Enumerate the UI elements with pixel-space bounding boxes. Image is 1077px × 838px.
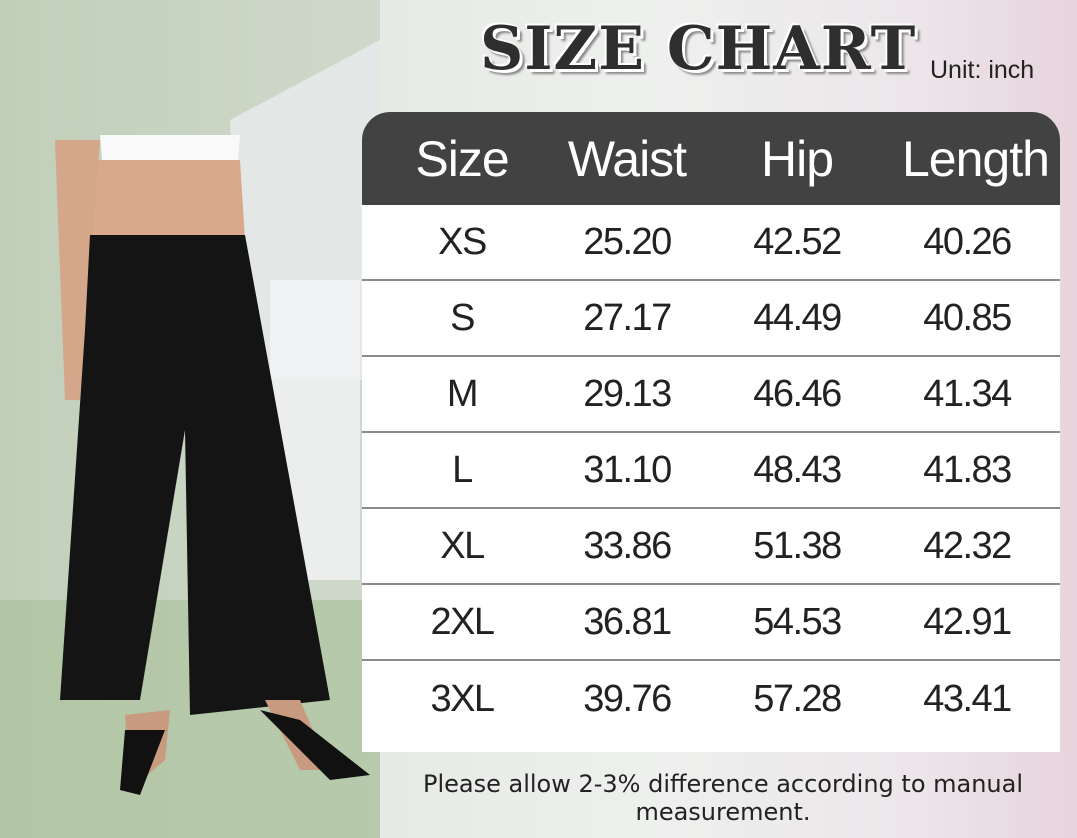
cell-hip: 48.43 xyxy=(753,448,842,491)
cell-waist: 31.10 xyxy=(583,448,672,491)
model-photo xyxy=(0,0,380,838)
cell-size: L xyxy=(452,448,473,491)
table-row: S 27.17 44.49 40.85 xyxy=(362,281,1060,357)
cell-waist: 27.17 xyxy=(583,296,672,339)
header-waist: Waist xyxy=(567,130,687,187)
size-chart-title: SIZE CHART xyxy=(480,14,917,84)
cell-waist: 25.20 xyxy=(583,220,672,263)
cell-size: 3XL xyxy=(430,677,495,720)
cell-length: 41.83 xyxy=(923,448,1012,491)
measurement-note: Please allow 2-3% difference according t… xyxy=(422,770,1024,826)
cell-length: 41.34 xyxy=(923,372,1012,415)
cell-hip: 46.46 xyxy=(753,372,842,415)
cell-waist: 29.13 xyxy=(583,372,672,415)
cell-waist: 36.81 xyxy=(583,600,672,643)
table-row: M 29.13 46.46 41.34 xyxy=(362,357,1060,433)
table-row: XS 25.20 42.52 40.26 xyxy=(362,205,1060,281)
table-row: 3XL 39.76 57.28 43.41 xyxy=(362,661,1060,737)
cell-length: 43.41 xyxy=(923,677,1012,720)
cell-hip: 51.38 xyxy=(753,524,842,567)
size-table: Size Waist Hip Length XS 25.20 42.52 40.26 S… xyxy=(362,112,1060,752)
header-hip: Hip xyxy=(760,130,834,187)
cell-size: XL xyxy=(440,524,485,567)
header-length: Length xyxy=(902,130,1050,187)
cell-size: S xyxy=(450,296,475,339)
cell-hip: 57.28 xyxy=(753,677,842,720)
cell-length: 42.91 xyxy=(923,600,1012,643)
table-row: 2XL 36.81 54.53 42.91 xyxy=(362,585,1060,661)
cell-waist: 39.76 xyxy=(583,677,672,720)
table-row: L 31.10 48.43 41.83 xyxy=(362,433,1060,509)
cell-size: 2XL xyxy=(430,600,495,643)
cell-length: 42.32 xyxy=(923,524,1012,567)
cell-waist: 33.86 xyxy=(583,524,672,567)
cell-hip: 44.49 xyxy=(753,296,842,339)
cell-hip: 42.52 xyxy=(753,220,842,263)
cell-size: XS xyxy=(438,220,487,263)
table-row: XL 33.86 51.38 42.32 xyxy=(362,509,1060,585)
header-size: Size xyxy=(415,130,509,187)
unit-label: Unit: inch xyxy=(930,56,1035,84)
cell-length: 40.85 xyxy=(923,296,1012,339)
cell-hip: 54.53 xyxy=(753,600,842,643)
cell-size: M xyxy=(446,372,479,415)
table-header: Size Waist Hip Length xyxy=(362,112,1060,205)
cell-length: 40.26 xyxy=(923,220,1012,263)
